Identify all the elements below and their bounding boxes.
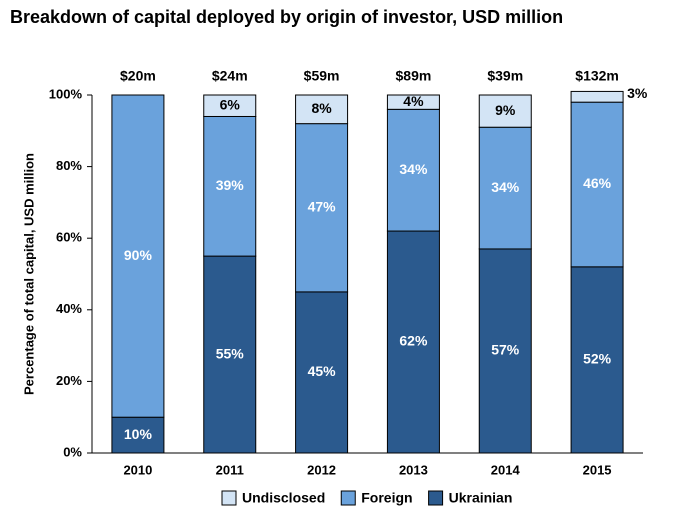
y-axis-label: Percentage of total capital, USD million: [21, 153, 36, 395]
bar-segment: [295, 291, 349, 454]
legend-swatch: [221, 490, 237, 506]
x-tick-label: 2010: [123, 462, 152, 477]
x-tick-label: 2011: [216, 462, 244, 477]
data-label: 47%: [308, 198, 337, 214]
bar-segment: [111, 94, 165, 418]
total-label: $59m: [304, 68, 340, 84]
y-tick-label: 40%: [56, 301, 82, 316]
bar-segment: [570, 90, 624, 103]
data-label: 9%: [495, 102, 516, 118]
x-tick-label: 2013: [399, 462, 428, 477]
y-tick-label: 0%: [63, 444, 82, 459]
data-label: 34%: [399, 161, 428, 177]
data-label: 57%: [491, 342, 520, 358]
legend-swatch: [428, 490, 444, 506]
data-label: 46%: [583, 175, 612, 191]
y-tick-label: 20%: [56, 373, 82, 388]
data-label: 55%: [216, 345, 245, 361]
bar-segment: [570, 266, 624, 454]
legend-swatch: [340, 490, 356, 506]
data-label: 62%: [399, 333, 428, 349]
y-tick-label: 100%: [49, 86, 83, 101]
data-label: 8%: [311, 100, 332, 116]
chart-title: Breakdown of capital deployed by origin …: [10, 7, 563, 27]
x-tick-label: 2014: [491, 462, 521, 477]
bar-segment: [386, 94, 440, 110]
total-label: $20m: [120, 68, 156, 84]
data-label: 52%: [583, 351, 612, 367]
bar-segment: [478, 248, 532, 454]
x-tick-label: 2015: [583, 462, 612, 477]
data-label: 4%: [403, 93, 424, 109]
bar-segment: [570, 101, 624, 268]
y-tick-label: 60%: [56, 230, 82, 245]
bar-segment: [386, 230, 440, 454]
y-tick-label: 80%: [56, 158, 82, 173]
data-label: 6%: [220, 96, 241, 112]
data-label: 39%: [216, 177, 245, 193]
data-label: 3%: [627, 85, 648, 101]
data-label: 45%: [308, 363, 337, 379]
total-label: $39m: [487, 68, 523, 84]
legend-label: Ukrainian: [449, 490, 513, 506]
total-label: $132m: [575, 68, 619, 84]
x-tick-label: 2012: [307, 462, 336, 477]
bar-segment: [203, 115, 257, 257]
data-label: 90%: [124, 247, 153, 263]
legend-label: Foreign: [361, 490, 412, 506]
total-label: $24m: [212, 68, 248, 84]
bar-segment: [111, 416, 165, 454]
bar-segment: [203, 255, 257, 454]
bar-segment: [295, 94, 349, 125]
total-label: $89m: [396, 68, 432, 84]
bar-segment: [478, 126, 532, 250]
data-label: 10%: [124, 426, 153, 442]
bar-segment: [386, 108, 440, 232]
bar-segment: [203, 94, 257, 117]
data-label: 34%: [491, 179, 520, 195]
bar-segment: [478, 94, 532, 128]
legend-label: Undisclosed: [242, 490, 325, 506]
